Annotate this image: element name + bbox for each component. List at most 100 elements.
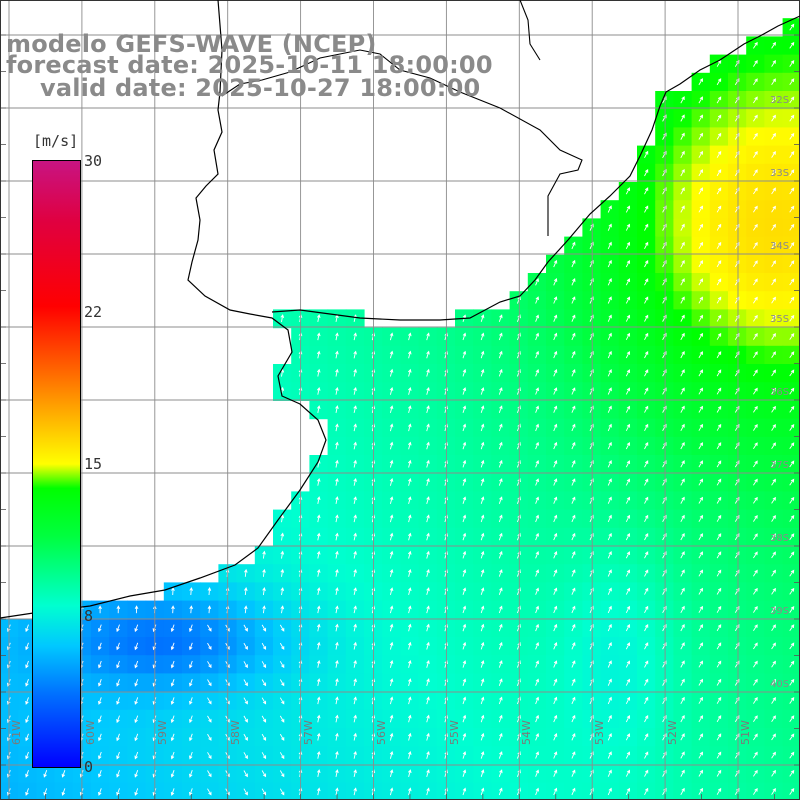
wind-arrow — [316, 332, 321, 341]
wind-arrow — [535, 387, 540, 395]
wind-arrow — [116, 751, 120, 760]
wind-arrow — [607, 332, 612, 341]
wind-arrow — [426, 714, 430, 723]
wind-arrow — [644, 278, 649, 286]
wind-arrow — [189, 715, 193, 724]
wind-arrow — [771, 242, 776, 249]
lat-label: 35S — [770, 314, 790, 325]
wind-arrow — [407, 496, 412, 505]
wind-arrow — [353, 678, 357, 687]
wind-arrow — [644, 405, 649, 413]
wind-arrow — [753, 333, 758, 340]
wind-arrow — [498, 514, 503, 523]
wind-arrow — [753, 296, 758, 304]
wind-arrow — [553, 551, 558, 559]
wind-arrow — [407, 787, 412, 796]
wind-arrow — [280, 314, 285, 323]
wind-speed-cell — [236, 782, 256, 800]
wind-arrow — [680, 733, 685, 741]
wind-arrow — [698, 605, 703, 613]
wind-arrow — [462, 587, 467, 595]
wind-arrow — [426, 769, 430, 778]
wind-arrow — [316, 386, 321, 395]
wind-arrow — [625, 460, 631, 468]
wind-speed-field — [0, 18, 800, 800]
wind-arrow — [680, 514, 685, 523]
wind-arrow — [335, 441, 339, 450]
wind-arrow — [753, 733, 758, 741]
wind-arrow — [535, 532, 540, 541]
wind-arrow — [698, 587, 703, 595]
wind-arrow — [389, 386, 394, 395]
wind-arrow — [535, 514, 540, 523]
wind-arrow — [134, 751, 139, 760]
wind-arrow — [607, 205, 612, 213]
wind-arrow — [353, 350, 357, 359]
wind-arrow — [498, 751, 503, 759]
wind-arrow — [335, 623, 339, 632]
wind-arrow — [625, 387, 631, 395]
wind-arrow — [753, 132, 758, 140]
wind-arrow — [698, 150, 703, 158]
wind-arrow — [698, 533, 703, 541]
wind-arrow — [698, 769, 703, 777]
wind-arrow — [789, 533, 795, 541]
wind-arrow — [189, 679, 193, 687]
wind-arrow — [771, 442, 776, 450]
wind-arrow — [498, 569, 503, 577]
wind-arrow — [134, 605, 139, 614]
wind-arrow — [607, 296, 612, 304]
lon-label: 53W — [593, 720, 606, 745]
wind-arrow — [698, 751, 703, 759]
wind-arrow — [644, 350, 649, 359]
wind-arrow — [335, 568, 339, 577]
wind-arrow — [607, 642, 612, 650]
wind-arrow — [389, 496, 394, 505]
wind-arrow — [680, 551, 685, 559]
wind-arrow — [426, 423, 430, 432]
wind-arrow — [680, 314, 685, 322]
wind-arrow — [607, 259, 612, 268]
wind-arrow — [25, 697, 29, 705]
wind-arrow — [462, 696, 467, 705]
wind-arrow — [426, 750, 430, 759]
wind-arrow — [353, 423, 357, 432]
wind-arrow — [335, 714, 339, 723]
wind-arrow — [698, 478, 703, 486]
wind-arrow — [480, 587, 485, 595]
wind-arrow — [789, 442, 795, 450]
wind-arrow — [389, 678, 394, 687]
wind-arrow — [116, 697, 120, 705]
wind-arrow — [789, 678, 795, 686]
wind-arrow — [771, 460, 776, 468]
wind-arrow — [389, 587, 394, 596]
wind-arrow — [244, 587, 248, 596]
wind-arrow — [716, 569, 722, 577]
wind-arrow — [698, 369, 703, 377]
wind-arrow — [553, 587, 558, 595]
wind-arrow — [480, 441, 485, 450]
wind-arrow — [134, 624, 139, 633]
lon-label: 51W — [739, 720, 752, 745]
wind-arrow — [571, 751, 576, 759]
wind-arrow — [553, 623, 558, 632]
wind-arrow — [680, 150, 685, 159]
wind-arrow — [407, 532, 412, 541]
wind-arrow — [771, 424, 776, 431]
wind-arrow — [644, 623, 649, 632]
wind-arrow — [753, 405, 758, 413]
wind-arrow — [625, 514, 631, 523]
wind-arrow — [243, 715, 248, 723]
wind-arrow — [771, 478, 776, 486]
wind-arrow — [753, 169, 758, 177]
wind-arrow — [335, 405, 339, 413]
wind-arrow — [789, 515, 795, 522]
wind-arrow — [407, 568, 412, 577]
wind-arrow — [753, 769, 758, 777]
wind-arrow — [389, 550, 394, 559]
wind-arrow — [553, 496, 558, 504]
wind-arrow — [789, 260, 795, 268]
wind-arrow — [553, 696, 558, 705]
wind-arrow — [498, 405, 503, 413]
wind-arrow — [625, 259, 631, 268]
